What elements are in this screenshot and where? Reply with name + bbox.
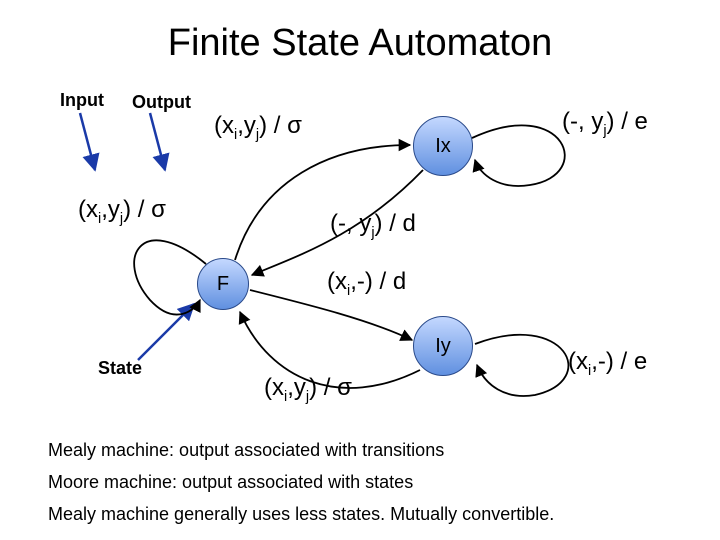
edge-label-f-selfloop: (xi,yj) / σ (78, 196, 166, 227)
node-ix: Ix (413, 116, 473, 176)
edge-label-f-to-ix: (xi,yj) / σ (214, 112, 302, 143)
label-state: State (98, 358, 142, 379)
edge-ix-selfloop (472, 125, 565, 186)
edge-label-ix-selfloop: (-, yj) / e (562, 108, 648, 139)
label-input: Input (60, 90, 104, 111)
pointer-input (80, 113, 95, 170)
edge-label-iy-to-f: (xi,yj) / σ (264, 374, 352, 405)
footnote-moore: Moore machine: output associated with st… (48, 472, 413, 493)
edge-iy-selfloop (475, 335, 568, 396)
node-f: F (197, 258, 249, 310)
footnote-convert: Mealy machine generally uses less states… (48, 504, 554, 525)
edge-label-f-to-iy: (xi,-) / d (327, 268, 406, 299)
edge-f-to-ix (235, 145, 410, 260)
pointer-state (138, 304, 194, 360)
edge-label-ix-to-f: (-, yj) / d (330, 210, 416, 241)
label-output: Output (132, 92, 191, 113)
page-title: Finite State Automaton (0, 22, 720, 65)
footnote-mealy: Mealy machine: output associated with tr… (48, 440, 444, 461)
edge-f-selfloop (134, 240, 206, 314)
pointer-output (150, 113, 165, 170)
edge-label-iy-selfloop: (xi,-) / e (568, 348, 647, 379)
node-iy: Iy (413, 316, 473, 376)
